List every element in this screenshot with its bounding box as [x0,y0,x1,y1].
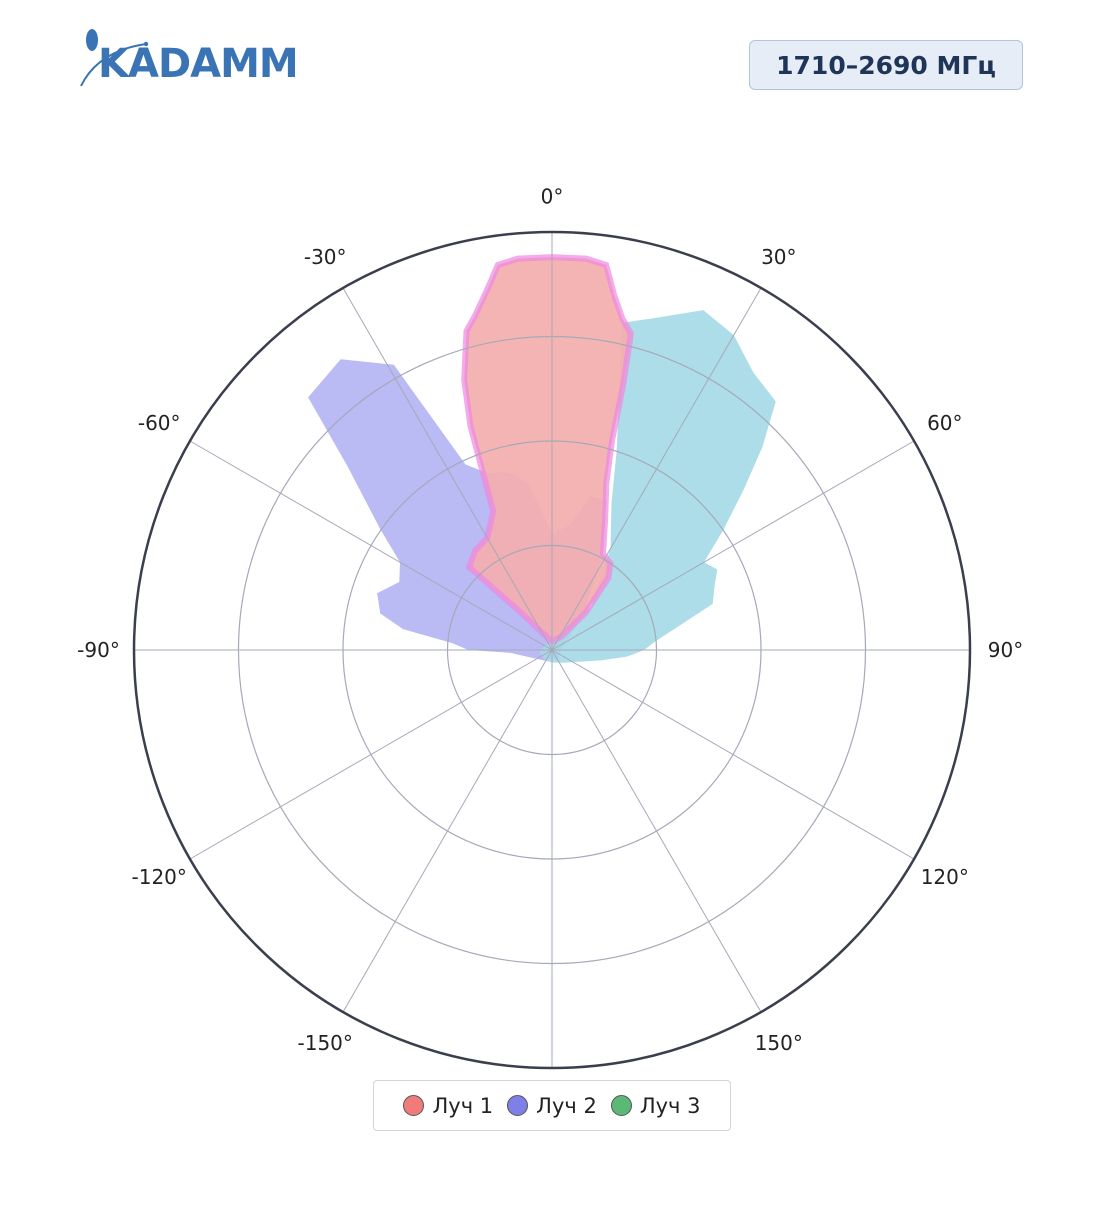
angle-tick-label: 60° [927,411,962,435]
angle-tick-label: 0° [541,185,564,209]
chart-legend: Луч 1 Луч 2 Луч 3 [373,1080,731,1131]
grid-spoke-2 [551,440,915,651]
legend-label: Луч 2 [536,1093,597,1118]
angle-tick-label: -150° [298,1031,353,1055]
polar-grid [132,230,972,1070]
beam-area-3 [539,310,776,663]
angle-tick-label: 90° [988,638,1023,662]
logo-swoosh [80,43,147,87]
beam-areas [308,254,776,663]
angle-tick-label: -120° [132,865,187,889]
outer-ring [132,230,972,1070]
legend-swatch-icon [507,1095,529,1116]
angle-tick-label: -60° [138,411,181,435]
angle-tick-label: -30° [304,245,347,269]
beam-area-1 [461,254,635,646]
legend-item-2: Луч 2 [507,1094,597,1118]
frequency-band-badge: 1710–2690 МГц [749,40,1023,90]
logo-dot [86,29,98,51]
legend-label: Луч 1 [432,1093,494,1118]
angle-tick-label: 150° [755,1031,803,1055]
angle-tick-label: -90° [77,638,120,662]
grid-spoke-7 [342,649,553,1013]
grid-spoke-11 [342,287,553,651]
legend-item-1: Луч 1 [403,1094,493,1118]
grid-spoke-10 [189,440,553,651]
legend-label: Луч 3 [639,1093,701,1118]
angle-tick-label: 30° [761,245,796,269]
angle-tick-label: 120° [921,865,969,889]
legend-swatch-icon [610,1095,632,1116]
legend-item-3: Луч 3 [610,1093,701,1118]
grid-spoke-4 [551,649,915,860]
grid-spoke-5 [551,649,762,1013]
grid-spoke-1 [551,287,762,651]
logo-wordmark: KADAMM [98,41,299,87]
logo-swoosh-tip [143,41,149,47]
legend-swatch-icon [403,1095,425,1116]
angle-tick-labels: 0° 30° 60° 90° 120° 150° -150° -120° -90° -60° -30… [77,185,1023,1055]
company-logo [80,29,149,87]
grid-spoke-8 [189,649,553,860]
